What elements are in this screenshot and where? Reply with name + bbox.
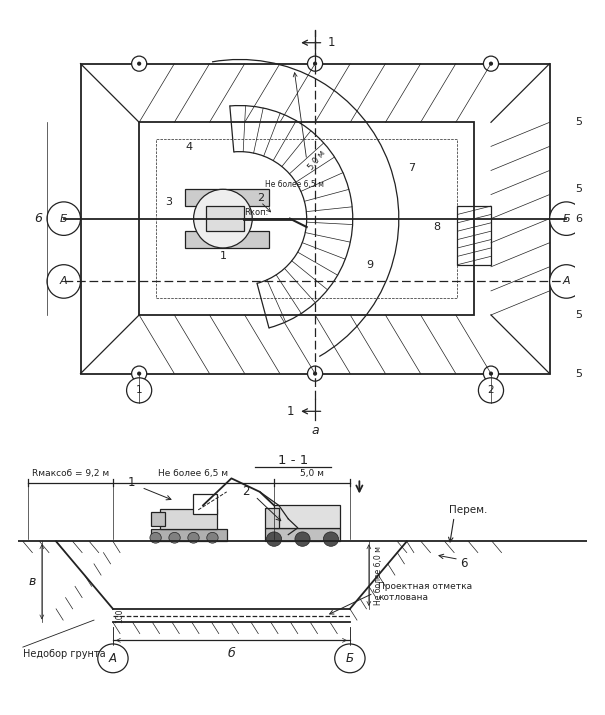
Text: котлована: котлована	[378, 593, 428, 602]
Text: А: А	[563, 277, 570, 287]
Circle shape	[137, 372, 141, 375]
Text: 1: 1	[220, 252, 226, 261]
Circle shape	[47, 202, 80, 235]
Circle shape	[266, 532, 282, 546]
Text: Б: Б	[563, 214, 570, 224]
Text: 7: 7	[408, 163, 415, 173]
Circle shape	[150, 533, 162, 543]
Bar	[185, 189, 269, 206]
Text: 2: 2	[242, 485, 249, 498]
Text: Б: Б	[60, 214, 68, 224]
Bar	[139, 122, 474, 315]
Text: Не более 6,0 м: Не более 6,0 м	[373, 546, 382, 605]
Text: 1: 1	[128, 476, 136, 489]
Text: Б: Б	[346, 652, 354, 665]
Text: 8: 8	[433, 222, 440, 232]
Circle shape	[98, 644, 128, 673]
Circle shape	[483, 56, 499, 72]
Circle shape	[335, 644, 365, 673]
Circle shape	[489, 61, 493, 66]
Bar	[80, 64, 549, 374]
Text: Rкоп.: Rкоп.	[244, 208, 268, 217]
Circle shape	[549, 202, 583, 235]
Circle shape	[549, 265, 583, 298]
Text: 5,0 м: 5,0 м	[300, 469, 324, 478]
Text: 1: 1	[328, 36, 335, 49]
Text: 1 - 1: 1 - 1	[278, 454, 308, 467]
Text: А: А	[109, 652, 117, 665]
Text: 5: 5	[575, 369, 582, 379]
Circle shape	[295, 532, 310, 546]
Text: 1: 1	[287, 405, 294, 418]
Circle shape	[132, 56, 146, 72]
Text: 6: 6	[575, 214, 582, 224]
Text: 3: 3	[165, 197, 172, 207]
Bar	[264, 508, 279, 528]
Circle shape	[313, 61, 317, 66]
Circle shape	[313, 372, 317, 375]
Circle shape	[483, 366, 499, 381]
Text: А: А	[60, 277, 68, 287]
Circle shape	[169, 533, 180, 543]
Bar	[160, 508, 217, 529]
Circle shape	[307, 366, 322, 381]
Text: Перем.: Перем.	[450, 505, 488, 515]
Text: 5: 5	[575, 184, 582, 194]
Text: а: а	[311, 424, 319, 437]
Text: 6: 6	[460, 558, 468, 571]
Bar	[156, 139, 457, 298]
Circle shape	[126, 378, 152, 403]
Text: 9: 9	[366, 260, 373, 270]
Bar	[457, 206, 491, 265]
Bar	[151, 529, 227, 541]
Circle shape	[132, 366, 146, 381]
Bar	[264, 528, 341, 541]
Text: 100: 100	[116, 608, 125, 623]
Text: 5: 5	[575, 310, 582, 320]
Text: Не более 6,5 м: Не более 6,5 м	[265, 180, 324, 189]
Bar	[151, 512, 165, 526]
Bar	[194, 494, 217, 514]
Text: 5: 5	[575, 117, 582, 127]
Text: в: в	[28, 576, 36, 588]
Text: 6: 6	[34, 212, 42, 225]
Circle shape	[188, 533, 199, 543]
Text: 2: 2	[488, 385, 494, 395]
Bar	[206, 206, 244, 231]
Circle shape	[489, 372, 493, 375]
Circle shape	[194, 189, 252, 248]
Text: 2: 2	[257, 193, 264, 202]
Text: 4: 4	[186, 142, 193, 152]
Circle shape	[137, 61, 141, 66]
Text: Недобор грунта: Недобор грунта	[23, 649, 105, 659]
Text: 1: 1	[136, 385, 142, 395]
Text: Не более 6,5 м: Не более 6,5 м	[159, 469, 229, 478]
Circle shape	[47, 265, 80, 298]
Bar	[185, 231, 269, 248]
Circle shape	[307, 56, 322, 72]
Bar	[274, 506, 341, 528]
Text: б: б	[227, 647, 235, 660]
Text: Проектная отметка: Проектная отметка	[378, 582, 473, 591]
Circle shape	[207, 533, 218, 543]
Circle shape	[479, 378, 503, 403]
Circle shape	[323, 532, 339, 546]
Text: Rмаксоб = 9,2 м: Rмаксоб = 9,2 м	[31, 469, 109, 478]
Text: 5,0 м: 5,0 м	[307, 149, 327, 172]
